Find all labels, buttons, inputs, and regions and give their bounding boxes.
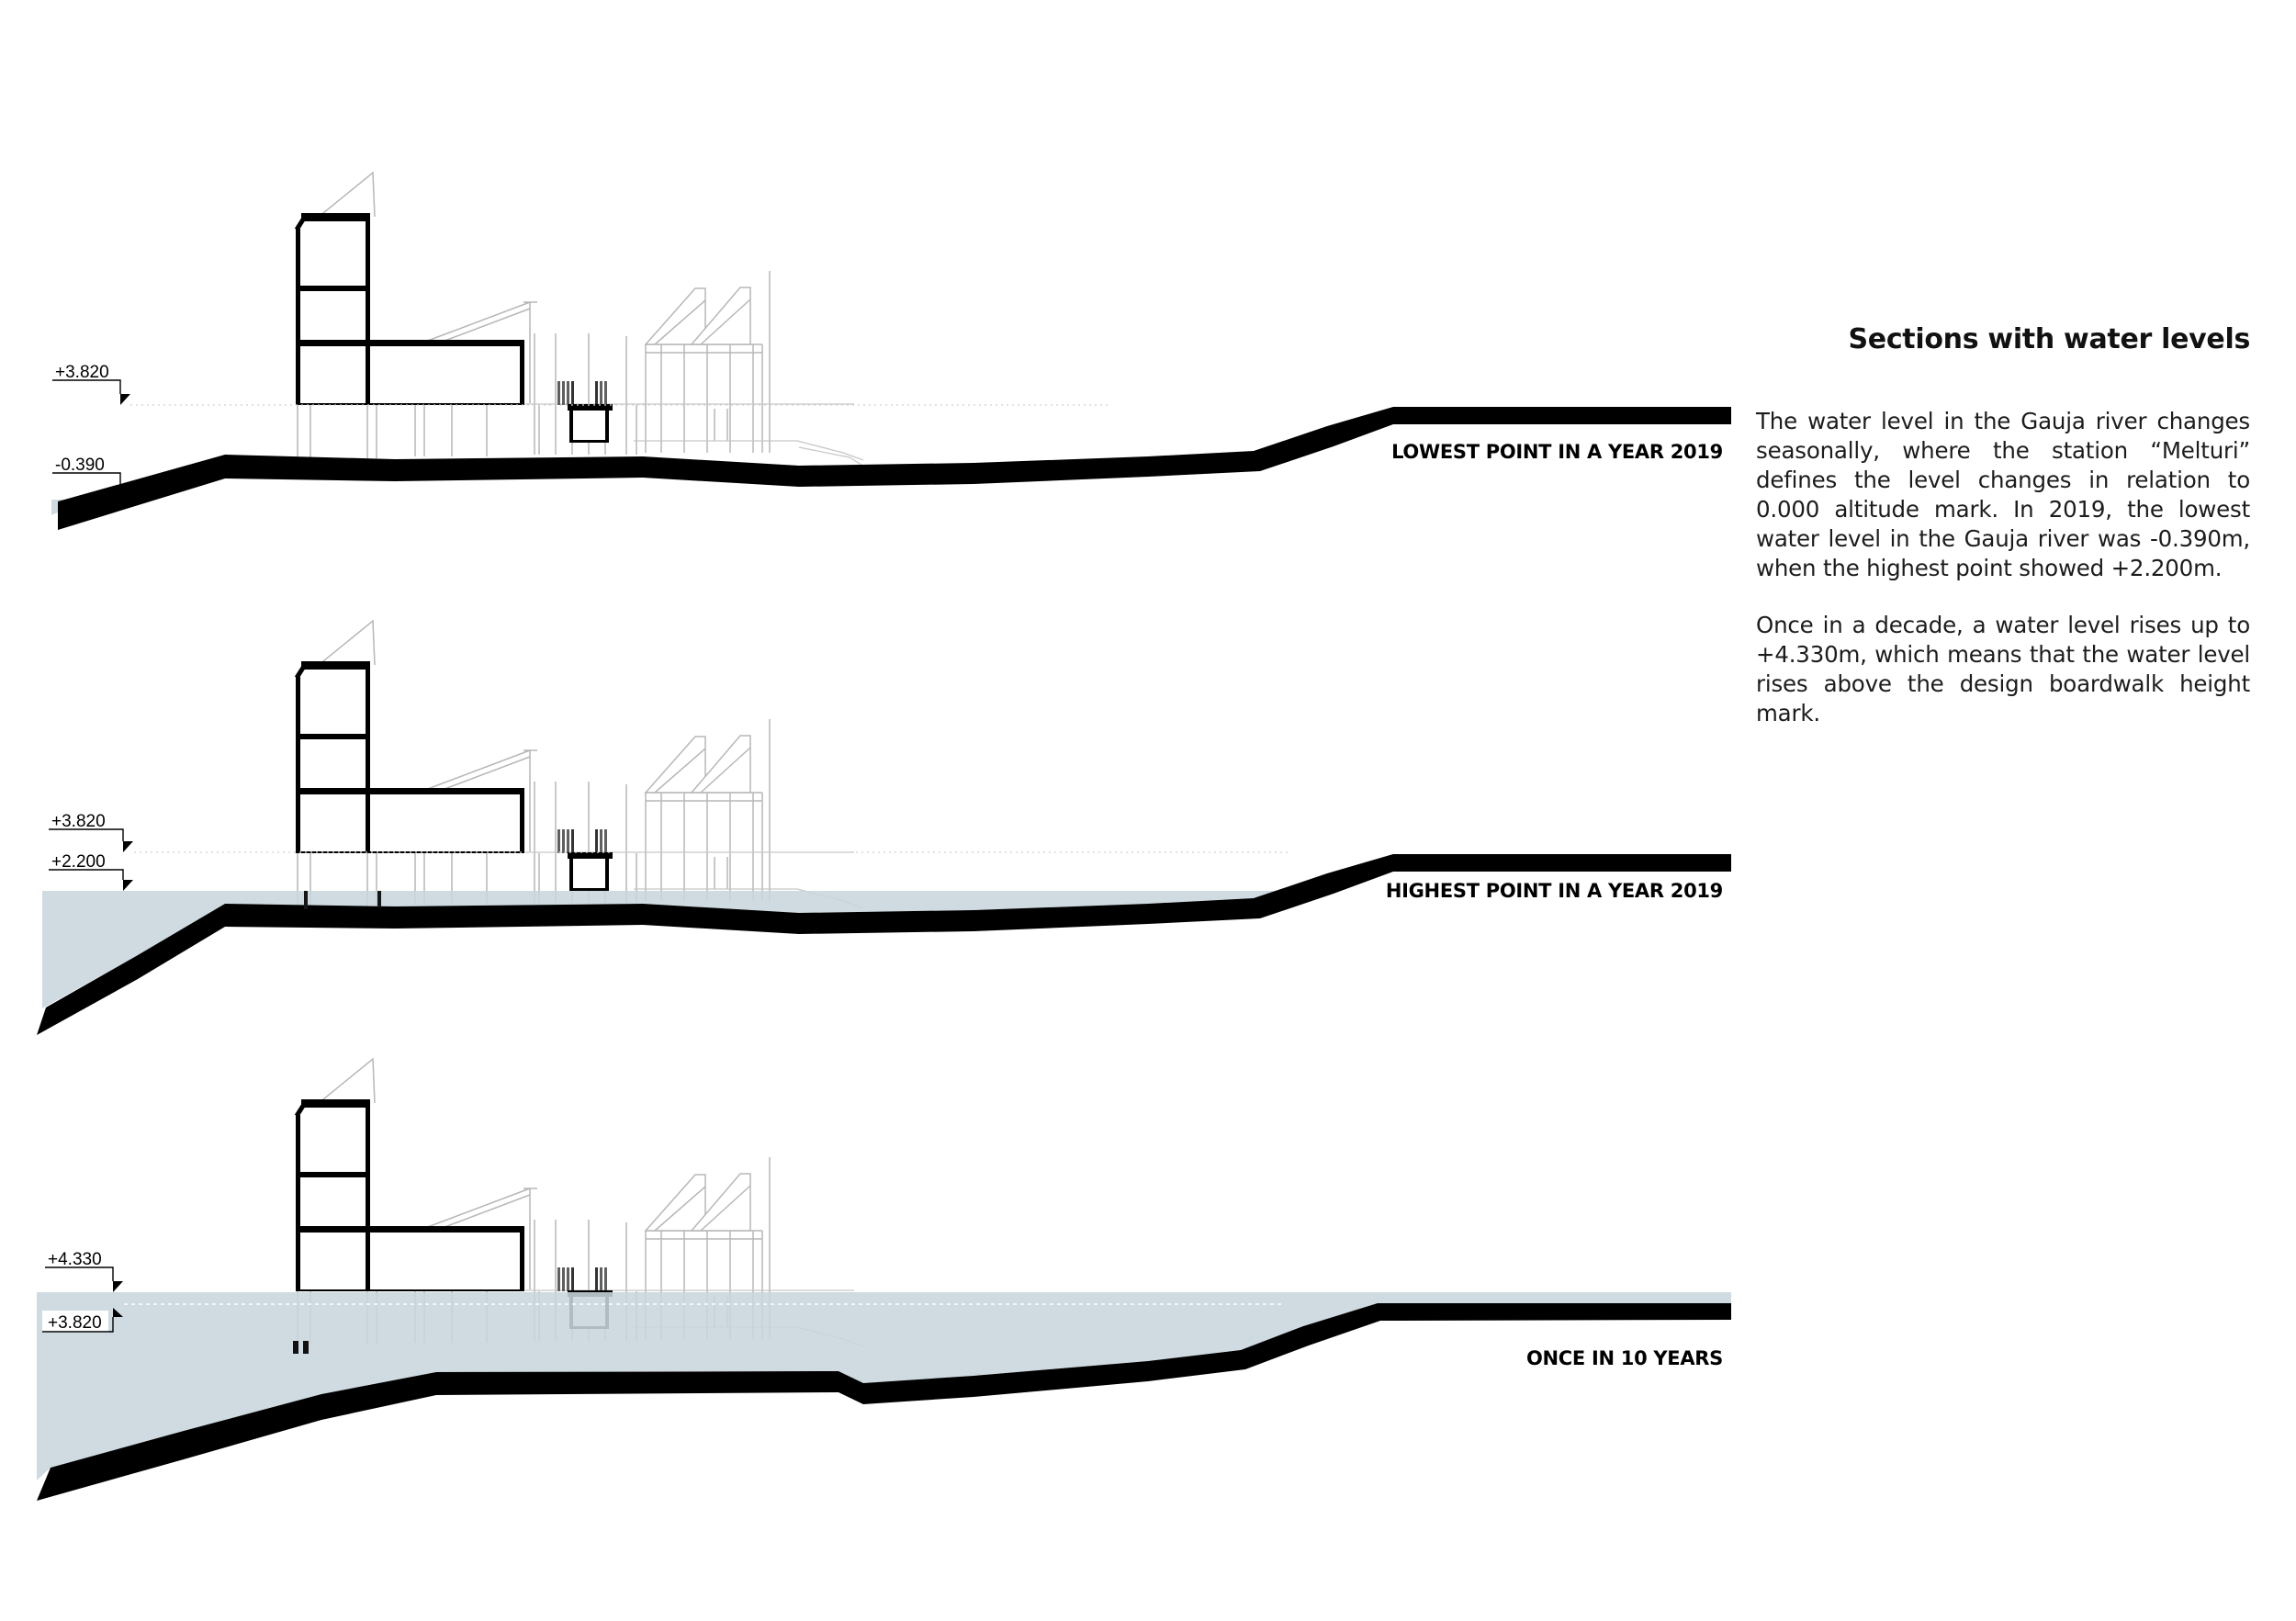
section-lowest-point: +3.820 -0.390 LOWEST POINT IN A YEAR 201…: [51, 173, 1731, 530]
building-section-2: [296, 621, 863, 908]
section-highest-point: +3.820 +2.200 HIGHEST POINT IN A YEAR 20…: [37, 621, 1731, 1035]
water-body: [37, 1292, 1731, 1480]
leader-line: [45, 1266, 114, 1281]
level-arrow-icon: [123, 841, 133, 852]
elevation-marker: +2.200: [49, 852, 133, 891]
elevation-marker: +3.820: [42, 1308, 123, 1333]
section-title: HIGHEST POINT IN A YEAR 2019: [1386, 880, 1723, 902]
leader-line: [52, 379, 121, 394]
elevation-value: +2.200: [51, 852, 106, 872]
section-title: ONCE IN 10 YEARS: [1526, 1347, 1723, 1369]
water-body: [42, 891, 1298, 1008]
leader-line: [42, 1317, 114, 1333]
section-title: LOWEST POINT IN A YEAR 2019: [1391, 441, 1723, 463]
level-arrow-up-icon: [113, 1308, 123, 1317]
elevation-value: +3.820: [55, 363, 109, 382]
building-section-1: [296, 173, 863, 460]
pile-stub: [303, 1341, 309, 1354]
text-column: Sections with water levels The water lev…: [1756, 323, 2250, 728]
level-arrow-icon: [120, 394, 130, 405]
elevation-value: -0.390: [55, 456, 105, 475]
terrain-profile: [58, 407, 1731, 530]
bank-edge-line: [798, 446, 862, 466]
leader-line: [49, 828, 124, 841]
elevation-value: +3.820: [51, 812, 106, 831]
elevation-value: +3.820: [48, 1313, 102, 1333]
label-backplate: [42, 1311, 108, 1333]
level-arrow-icon: [120, 490, 130, 501]
pile-stub: [293, 1341, 298, 1354]
level-arrow-icon: [123, 880, 133, 891]
level-arrow-icon: [113, 1281, 123, 1292]
page-title: Sections with water levels: [1848, 323, 2250, 355]
terrain-profile: [37, 1303, 1731, 1501]
pile-stub: [377, 891, 381, 907]
elevation-marker: +3.820: [49, 812, 133, 852]
description-paragraph-2: Once in a decade, a water level rises up…: [1756, 612, 2250, 726]
elevation-marker: +3.820: [52, 363, 130, 405]
elevation-marker: +4.330: [45, 1250, 123, 1292]
elevation-marker: -0.390: [52, 456, 130, 501]
section-once-in-10-years: +4.330 +3.820 ONCE IN 10 YEARS: [37, 1059, 1731, 1501]
leader-line: [49, 869, 124, 880]
elevation-value: +4.330: [48, 1250, 102, 1269]
pile-stub: [304, 891, 308, 909]
description-paragraph-1: The water level in the Gauja river chang…: [1756, 408, 2250, 581]
leader-line: [52, 472, 121, 490]
terrain-profile: [37, 854, 1731, 1035]
